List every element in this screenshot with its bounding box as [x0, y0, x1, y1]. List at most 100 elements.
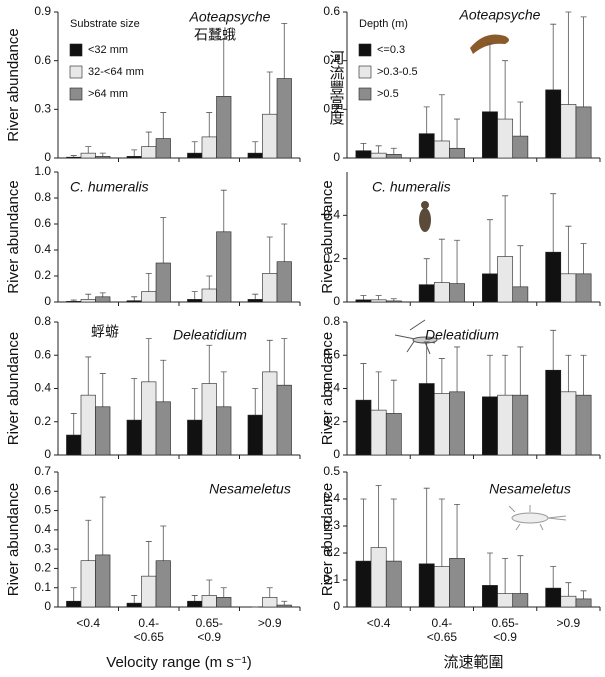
y-tick-label: 0.4: [323, 381, 340, 395]
bar: [355, 399, 372, 456]
bar: [126, 300, 142, 303]
panel-title: Aoteapsyche: [189, 9, 271, 25]
bar: [575, 273, 592, 303]
error-bar: [191, 595, 198, 602]
y-tick-label: 0: [44, 150, 51, 164]
bar: [80, 560, 96, 608]
bar: [80, 152, 96, 159]
error-bar: [266, 71, 273, 115]
bar: [262, 113, 278, 159]
y-tick-label: 0.5: [34, 503, 51, 517]
error-bar: [99, 152, 106, 157]
bar: [187, 600, 203, 608]
error-bar: [160, 112, 167, 139]
error-bar: [252, 388, 259, 416]
bar: [418, 284, 435, 303]
error-bar: [281, 338, 288, 386]
error-bar: [252, 141, 259, 154]
error-bar: [454, 504, 461, 559]
error-bar: [390, 298, 397, 301]
bar: [80, 394, 96, 456]
y-tick-label: 1.0: [34, 164, 51, 178]
y-tick-label: 0: [333, 150, 340, 164]
legend-title: Substrate size: [70, 18, 140, 30]
bar: [370, 547, 387, 608]
legend-swatch: [69, 43, 83, 57]
error-bar: [502, 354, 509, 396]
legend-swatch: [358, 65, 372, 79]
bar: [512, 286, 529, 303]
x-tick-label: 0.4- <0.65: [426, 616, 458, 644]
y-axis-label: River abundance: [319, 483, 336, 596]
error-bar: [423, 258, 430, 285]
bar: [126, 156, 142, 159]
legend-label: 32-<64 mm: [88, 66, 144, 78]
error-bar: [99, 373, 106, 407]
error-bar: [565, 354, 572, 392]
bar: [497, 394, 514, 456]
bar: [187, 419, 203, 456]
bar: [385, 560, 402, 608]
bar: [418, 383, 435, 456]
bar: [560, 273, 577, 303]
bar: [545, 369, 562, 456]
y-tick-label: 0.6: [323, 4, 340, 18]
bar: [126, 602, 142, 608]
bar: [201, 383, 217, 456]
bar: [141, 575, 157, 608]
error-bar: [252, 293, 259, 300]
error-bar: [70, 587, 77, 602]
error-bar: [454, 346, 461, 392]
legend-title: Depth (m): [359, 18, 408, 30]
y-tick-label: 0: [333, 294, 340, 308]
error-bar: [281, 22, 288, 79]
error-bar: [99, 292, 106, 297]
y-tick-label: 0.8: [34, 314, 51, 328]
error-bar: [486, 43, 493, 112]
caddisfly-larva-icon: [470, 34, 509, 54]
bar: [141, 291, 157, 303]
y-tick-label: 0.6: [34, 53, 51, 67]
error-bar: [191, 141, 198, 154]
bar: [216, 406, 232, 456]
bar: [560, 595, 577, 608]
bar: [385, 413, 402, 456]
error-bar: [550, 23, 557, 90]
error-bar: [131, 378, 138, 421]
panel-title: C. humeralis: [372, 179, 451, 195]
error-bar: [160, 217, 167, 263]
error-bar: [220, 587, 227, 598]
error-bar: [580, 590, 587, 599]
bar: [512, 135, 529, 159]
y-tick-label: 0.4: [323, 53, 340, 67]
error-bar: [85, 293, 92, 300]
error-bar: [191, 388, 198, 421]
bar: [276, 604, 292, 608]
y-tick-label: 0: [333, 447, 340, 461]
error-bar: [550, 566, 557, 589]
panel-title: Deleatidium: [173, 327, 247, 343]
x-tick-label: 0.4- <0.65: [133, 616, 164, 644]
error-bar: [438, 238, 445, 283]
bar: [216, 231, 232, 303]
error-bar: [266, 587, 273, 598]
bar: [575, 106, 592, 159]
x-tick-label: <0.4: [76, 616, 101, 630]
panel-title: Deleatidium: [425, 327, 499, 343]
bar: [247, 414, 263, 456]
y-tick-label: 0.2: [34, 414, 51, 428]
y-tick-label: 0.2: [323, 414, 340, 428]
y-tick-label: 0.8: [323, 314, 340, 328]
legend-swatch: [69, 65, 83, 79]
error-bar: [281, 223, 288, 262]
error-bar: [99, 496, 106, 555]
y-tick-label: 0.3: [34, 541, 51, 555]
bar: [262, 371, 278, 456]
x-tick-label: <0.4: [366, 616, 391, 630]
y-axis-label: River abundance: [319, 332, 336, 445]
bar: [66, 156, 82, 159]
bar: [276, 261, 292, 303]
error-bar: [145, 131, 152, 147]
error-bar: [360, 363, 367, 401]
bar: [66, 600, 82, 608]
